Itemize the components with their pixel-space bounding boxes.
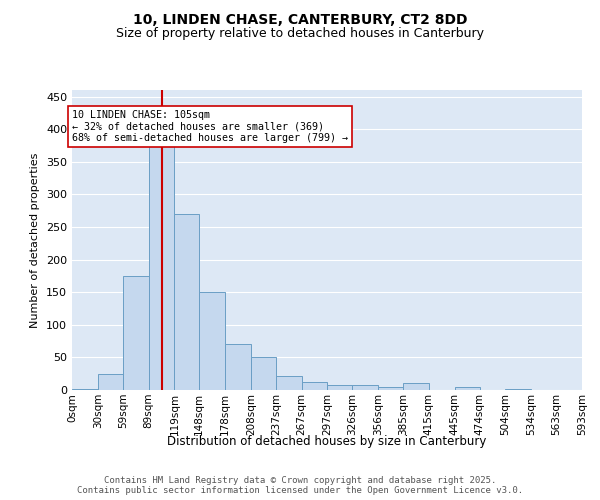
Bar — [403, 384, 429, 390]
Bar — [505, 388, 531, 390]
Bar — [72, 388, 98, 390]
Bar — [352, 385, 378, 390]
Bar — [175, 214, 199, 390]
Bar — [98, 374, 123, 390]
Text: Contains HM Land Registry data © Crown copyright and database right 2025.
Contai: Contains HM Land Registry data © Crown c… — [77, 476, 523, 495]
Bar — [199, 292, 225, 390]
Text: 10, LINDEN CHASE, CANTERBURY, CT2 8DD: 10, LINDEN CHASE, CANTERBURY, CT2 8DD — [133, 12, 467, 26]
Bar — [276, 376, 302, 390]
Y-axis label: Number of detached properties: Number of detached properties — [31, 152, 40, 328]
Bar — [225, 344, 251, 390]
Bar — [251, 358, 276, 390]
Bar — [455, 388, 479, 390]
Bar — [123, 276, 149, 390]
Text: 10 LINDEN CHASE: 105sqm
← 32% of detached houses are smaller (369)
68% of semi-d: 10 LINDEN CHASE: 105sqm ← 32% of detache… — [72, 110, 348, 143]
Bar — [149, 142, 175, 390]
Bar — [302, 382, 328, 390]
Text: Distribution of detached houses by size in Canterbury: Distribution of detached houses by size … — [167, 435, 487, 448]
Bar — [378, 386, 403, 390]
Bar — [328, 385, 352, 390]
Text: Size of property relative to detached houses in Canterbury: Size of property relative to detached ho… — [116, 28, 484, 40]
